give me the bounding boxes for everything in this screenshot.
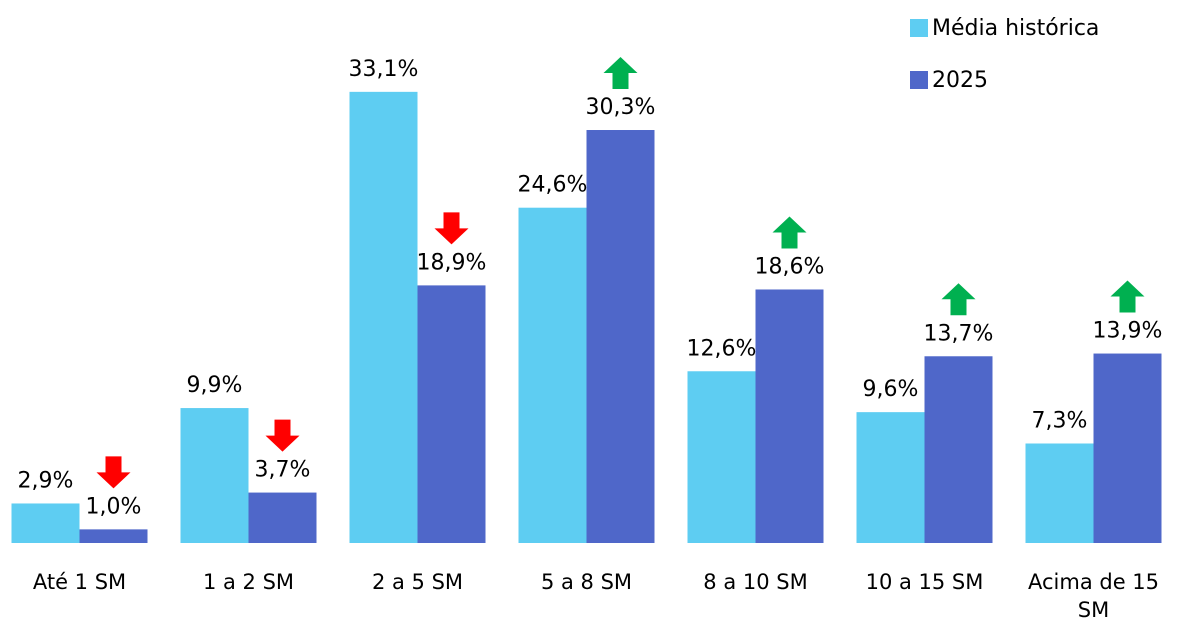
x-tick-label: 5 a 8 SM	[540, 570, 633, 594]
trend-arrow	[265, 419, 300, 452]
x-tick-label: 10 a 15 SM	[865, 570, 984, 594]
value-label: 12,6%	[687, 336, 757, 361]
trend-arrow	[772, 216, 807, 249]
value-label: 9,6%	[863, 377, 919, 402]
bar	[349, 91, 418, 544]
bar	[687, 371, 756, 543]
value-label: 30,3%	[586, 95, 656, 120]
legend-label: 2025	[932, 68, 988, 93]
bar	[586, 130, 655, 544]
x-tick-label: 1 a 2 SM	[202, 570, 295, 594]
x-tick-label: Acima de 15 SM	[1027, 570, 1160, 622]
value-label: 13,7%	[924, 321, 994, 346]
trend-arrow	[941, 283, 976, 316]
value-label: 13,9%	[1093, 319, 1163, 344]
value-label: 1,0%	[86, 494, 142, 519]
bar	[924, 356, 993, 543]
bar	[11, 503, 80, 543]
legend-label: Média histórica	[932, 16, 1099, 41]
x-tick-label: Até 1 SM	[32, 570, 127, 594]
value-label: 7,3%	[1032, 409, 1088, 434]
bar	[1025, 443, 1094, 543]
legend-swatch	[910, 71, 928, 89]
bar	[417, 285, 486, 543]
trend-arrow	[434, 212, 469, 245]
bar	[1093, 353, 1162, 543]
value-label: 33,1%	[349, 57, 419, 82]
value-label: 3,7%	[255, 458, 311, 483]
x-tick-label: 8 a 10 SM	[703, 570, 808, 594]
value-label: 18,9%	[417, 250, 487, 275]
trend-arrow	[1110, 280, 1145, 313]
bar	[755, 289, 824, 543]
bar	[518, 207, 587, 543]
legend-swatch	[910, 19, 928, 37]
value-label: 2,9%	[18, 468, 74, 493]
bar	[180, 408, 249, 543]
value-label: 18,6%	[755, 254, 825, 279]
trend-arrow	[603, 57, 638, 90]
value-label: 9,9%	[187, 373, 243, 398]
bar	[248, 492, 317, 543]
trend-arrow	[96, 456, 131, 489]
bar	[79, 529, 148, 543]
value-label: 24,6%	[518, 173, 588, 198]
x-tick-label: 2 a 5 SM	[371, 570, 464, 594]
bar	[856, 412, 925, 543]
